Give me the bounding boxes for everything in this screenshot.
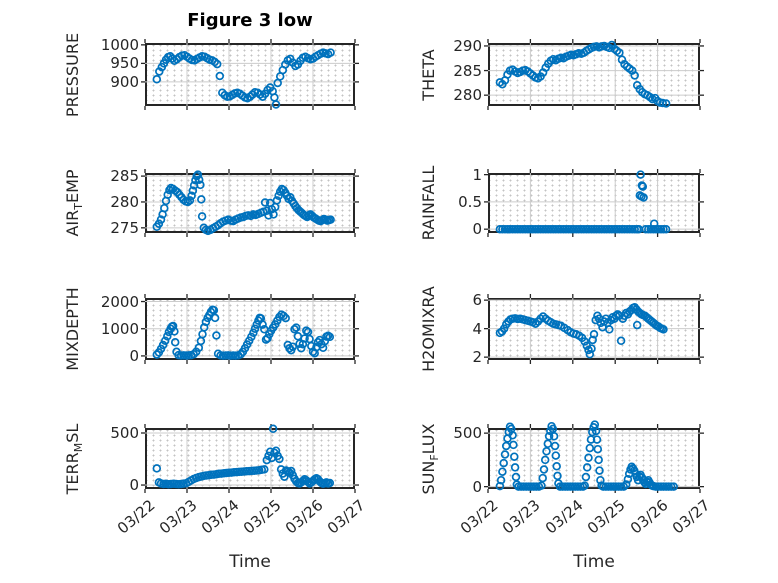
scatter-points: [495, 170, 671, 234]
scatter-canvas: [484, 420, 704, 493]
axis-tick-marks: [484, 424, 704, 493]
plot-area: [488, 428, 700, 489]
y-tick-label: 6: [472, 291, 482, 310]
y-tick-label: 0: [129, 476, 139, 495]
x-axis-label-left: Time: [229, 552, 271, 572]
y-tick-label: 280: [110, 192, 139, 211]
axis-tick-marks: [141, 39, 359, 110]
scatter-points: [495, 420, 678, 491]
scatter-canvas: [484, 294, 704, 364]
plot-area: [145, 173, 355, 233]
y-tick-label: 2000: [100, 292, 139, 311]
y-tick-label: 500: [453, 424, 482, 443]
y-tick-label: 950: [110, 54, 139, 73]
grid-lines: [488, 173, 700, 233]
y-tick-label: 285: [110, 167, 139, 186]
y-tick-label: 500: [110, 423, 139, 442]
axis-tick-marks: [484, 39, 704, 110]
y-axis-label: TERRMSL: [63, 423, 85, 494]
scatter-points: [495, 303, 668, 359]
y-tick-label: 1000: [100, 35, 139, 54]
x-axis-label-right: Time: [573, 552, 615, 572]
axis-tick-marks: [484, 294, 704, 364]
y-tick-label: 900: [110, 72, 139, 91]
scatter-points: [152, 424, 335, 489]
y-tick-label: 0: [472, 220, 482, 239]
grid-lines: [488, 298, 700, 360]
y-tick-label: 0: [472, 477, 482, 496]
scatter-canvas: [141, 169, 359, 237]
y-tick-label: 1000: [100, 319, 139, 338]
scatter-canvas: [141, 39, 359, 110]
scatter-canvas: [141, 294, 359, 364]
figure-title: Figure 3 low: [187, 10, 313, 31]
y-tick-label: 2: [472, 348, 482, 367]
y-tick-label: 285: [453, 61, 482, 80]
y-axis-label: SUNFLUX: [419, 423, 441, 494]
y-tick-label: 290: [453, 36, 482, 55]
grid-lines: [145, 298, 355, 360]
scatter-points: [152, 305, 335, 360]
y-tick-label: 4: [472, 319, 482, 338]
scatter-canvas: [484, 169, 704, 237]
scatter-points: [152, 48, 335, 109]
scatter-points: [495, 40, 671, 108]
plot-area: [488, 173, 700, 233]
axis-tick-marks: [141, 169, 359, 237]
scatter-points: [152, 170, 335, 236]
y-tick-label: 1: [472, 165, 482, 184]
y-tick-label: 275: [110, 218, 139, 237]
axis-tick-marks: [141, 294, 359, 364]
y-tick-label: 0.5: [458, 192, 482, 211]
y-tick-label: 280: [453, 86, 482, 105]
axis-tick-marks: [484, 169, 704, 237]
plot-area: [145, 428, 355, 489]
scatter-canvas: [141, 424, 359, 493]
y-tick-label: 0: [129, 346, 139, 365]
scatter-canvas: [484, 39, 704, 110]
